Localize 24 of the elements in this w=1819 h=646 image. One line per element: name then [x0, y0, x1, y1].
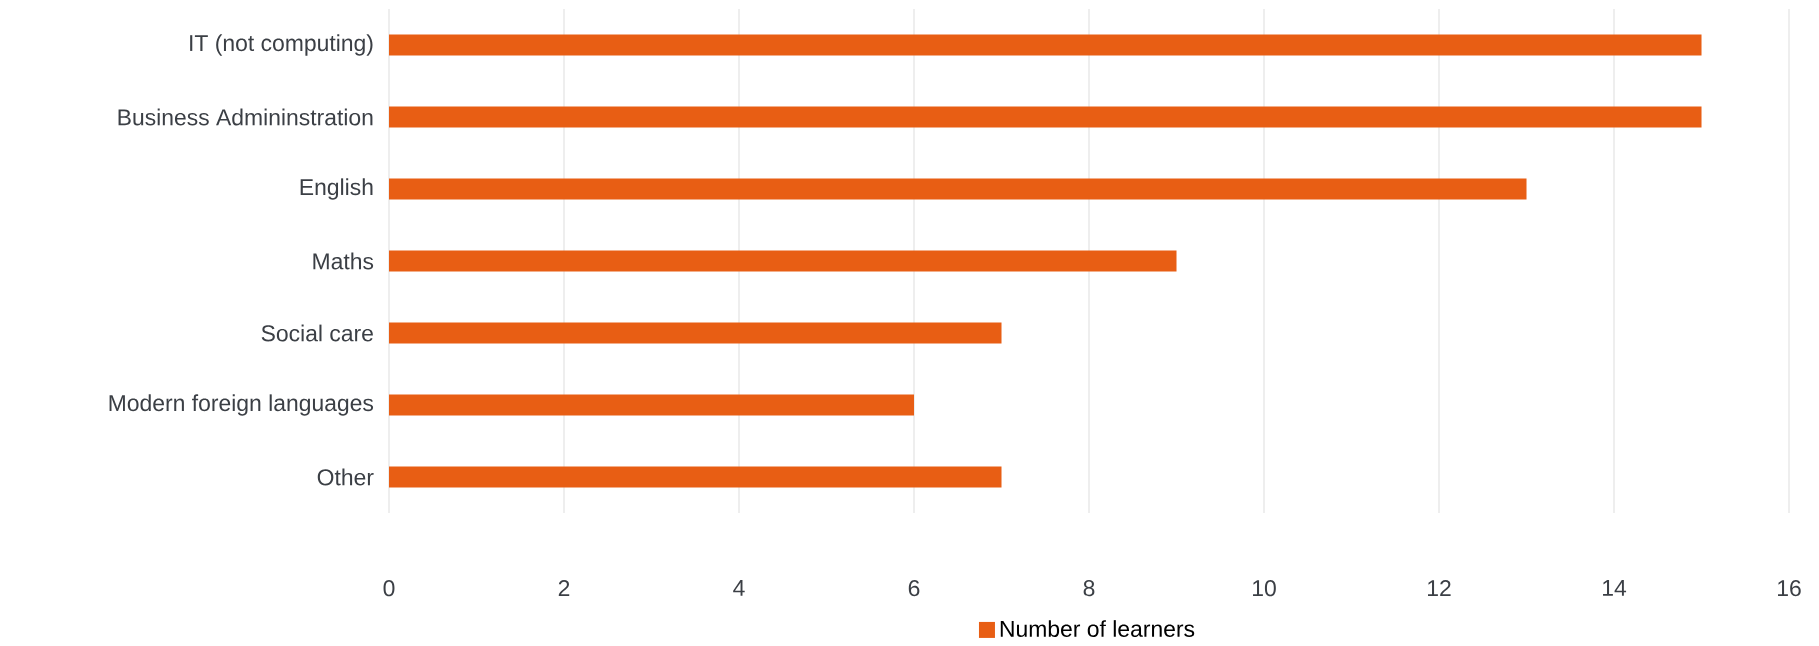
x-tick-label: 12 — [1428, 580, 1451, 597]
bar — [389, 106, 1702, 128]
x-tick-label: 0 — [383, 580, 395, 597]
bar — [389, 178, 1527, 200]
y-tick-label: Modern foreign languages — [109, 394, 374, 416]
x-tick-label: 10 — [1253, 580, 1276, 597]
x-tick-label: 14 — [1603, 580, 1627, 596]
bar — [389, 250, 1177, 272]
y-tick-label: Maths — [313, 252, 374, 270]
bar — [389, 394, 915, 416]
bar — [389, 322, 1002, 344]
x-tick-label: 8 — [1083, 580, 1095, 597]
bar — [389, 34, 1702, 56]
y-tick-label: English — [300, 178, 373, 200]
x-tick-label: 2 — [558, 580, 570, 597]
x-tick-label: 6 — [908, 580, 920, 597]
bar — [389, 466, 1002, 488]
y-tick-label: Business Admininstration — [118, 108, 373, 126]
x-tick-label: 16 — [1778, 580, 1801, 597]
y-tick-label: Other — [317, 468, 374, 486]
y-tick-label: Social care — [261, 324, 373, 342]
y-tick-label: IT (not computing) — [190, 34, 373, 56]
x-tick-label: 4 — [733, 580, 745, 596]
legend-label: Number of learners — [1000, 620, 1195, 637]
